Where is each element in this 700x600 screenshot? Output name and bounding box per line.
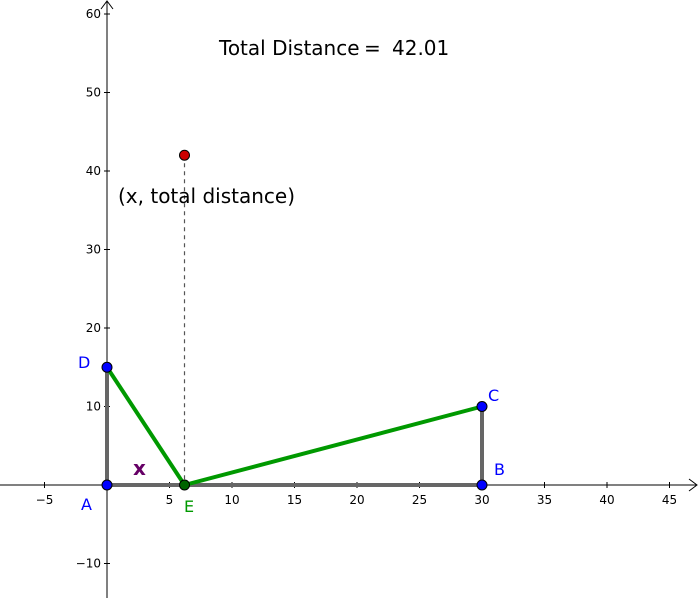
y-axis-arrow-icon xyxy=(100,0,114,10)
label-E: E xyxy=(184,497,194,516)
point-D[interactable] xyxy=(101,361,113,373)
x-axis-ticks: −5 5 10 15 20 25 30 35 40 45 xyxy=(36,482,677,507)
x-tick-label: 20 xyxy=(349,493,364,507)
y-tick-label: 30 xyxy=(86,243,101,257)
x-tick-label: 40 xyxy=(599,493,614,507)
x-axis-arrow-icon xyxy=(688,478,698,492)
x-tick-label: 25 xyxy=(412,493,427,507)
total-distance-equals: = xyxy=(364,36,381,60)
point-C[interactable] xyxy=(476,401,488,412)
y-tick-label: 60 xyxy=(86,7,101,21)
point-B[interactable] xyxy=(476,479,488,491)
x-tick-label: −5 xyxy=(36,493,54,507)
point-A[interactable] xyxy=(101,479,113,491)
label-A: A xyxy=(81,495,92,514)
label-B: B xyxy=(494,460,505,479)
x-tick-label: 30 xyxy=(474,493,489,507)
total-distance-label: Total Distance xyxy=(218,36,360,60)
segment-EC xyxy=(183,404,483,487)
y-tick-label: −10 xyxy=(76,557,101,571)
total-distance-value: 42.01 xyxy=(392,36,449,60)
label-D: D xyxy=(78,353,90,372)
y-axis-ticks: −10 10 20 30 40 50 60 xyxy=(76,7,110,571)
x-tick-label: 5 xyxy=(166,493,174,507)
plot-point[interactable] xyxy=(179,149,190,161)
y-tick-label: 50 xyxy=(86,86,101,100)
y-tick-label: 40 xyxy=(86,164,101,178)
x-tick-label: 10 xyxy=(224,493,239,507)
y-tick-label: 20 xyxy=(86,321,101,335)
y-tick-label: 10 xyxy=(86,400,101,414)
segment-DE xyxy=(105,366,187,487)
plot-point-label: (x, total distance) xyxy=(118,184,295,208)
x-tick-label: 35 xyxy=(537,493,552,507)
point-E[interactable] xyxy=(179,479,190,491)
x-tick-label: 45 xyxy=(662,493,677,507)
x-length-label: x xyxy=(133,456,146,480)
label-C: C xyxy=(488,386,499,405)
x-tick-label: 15 xyxy=(287,493,302,507)
